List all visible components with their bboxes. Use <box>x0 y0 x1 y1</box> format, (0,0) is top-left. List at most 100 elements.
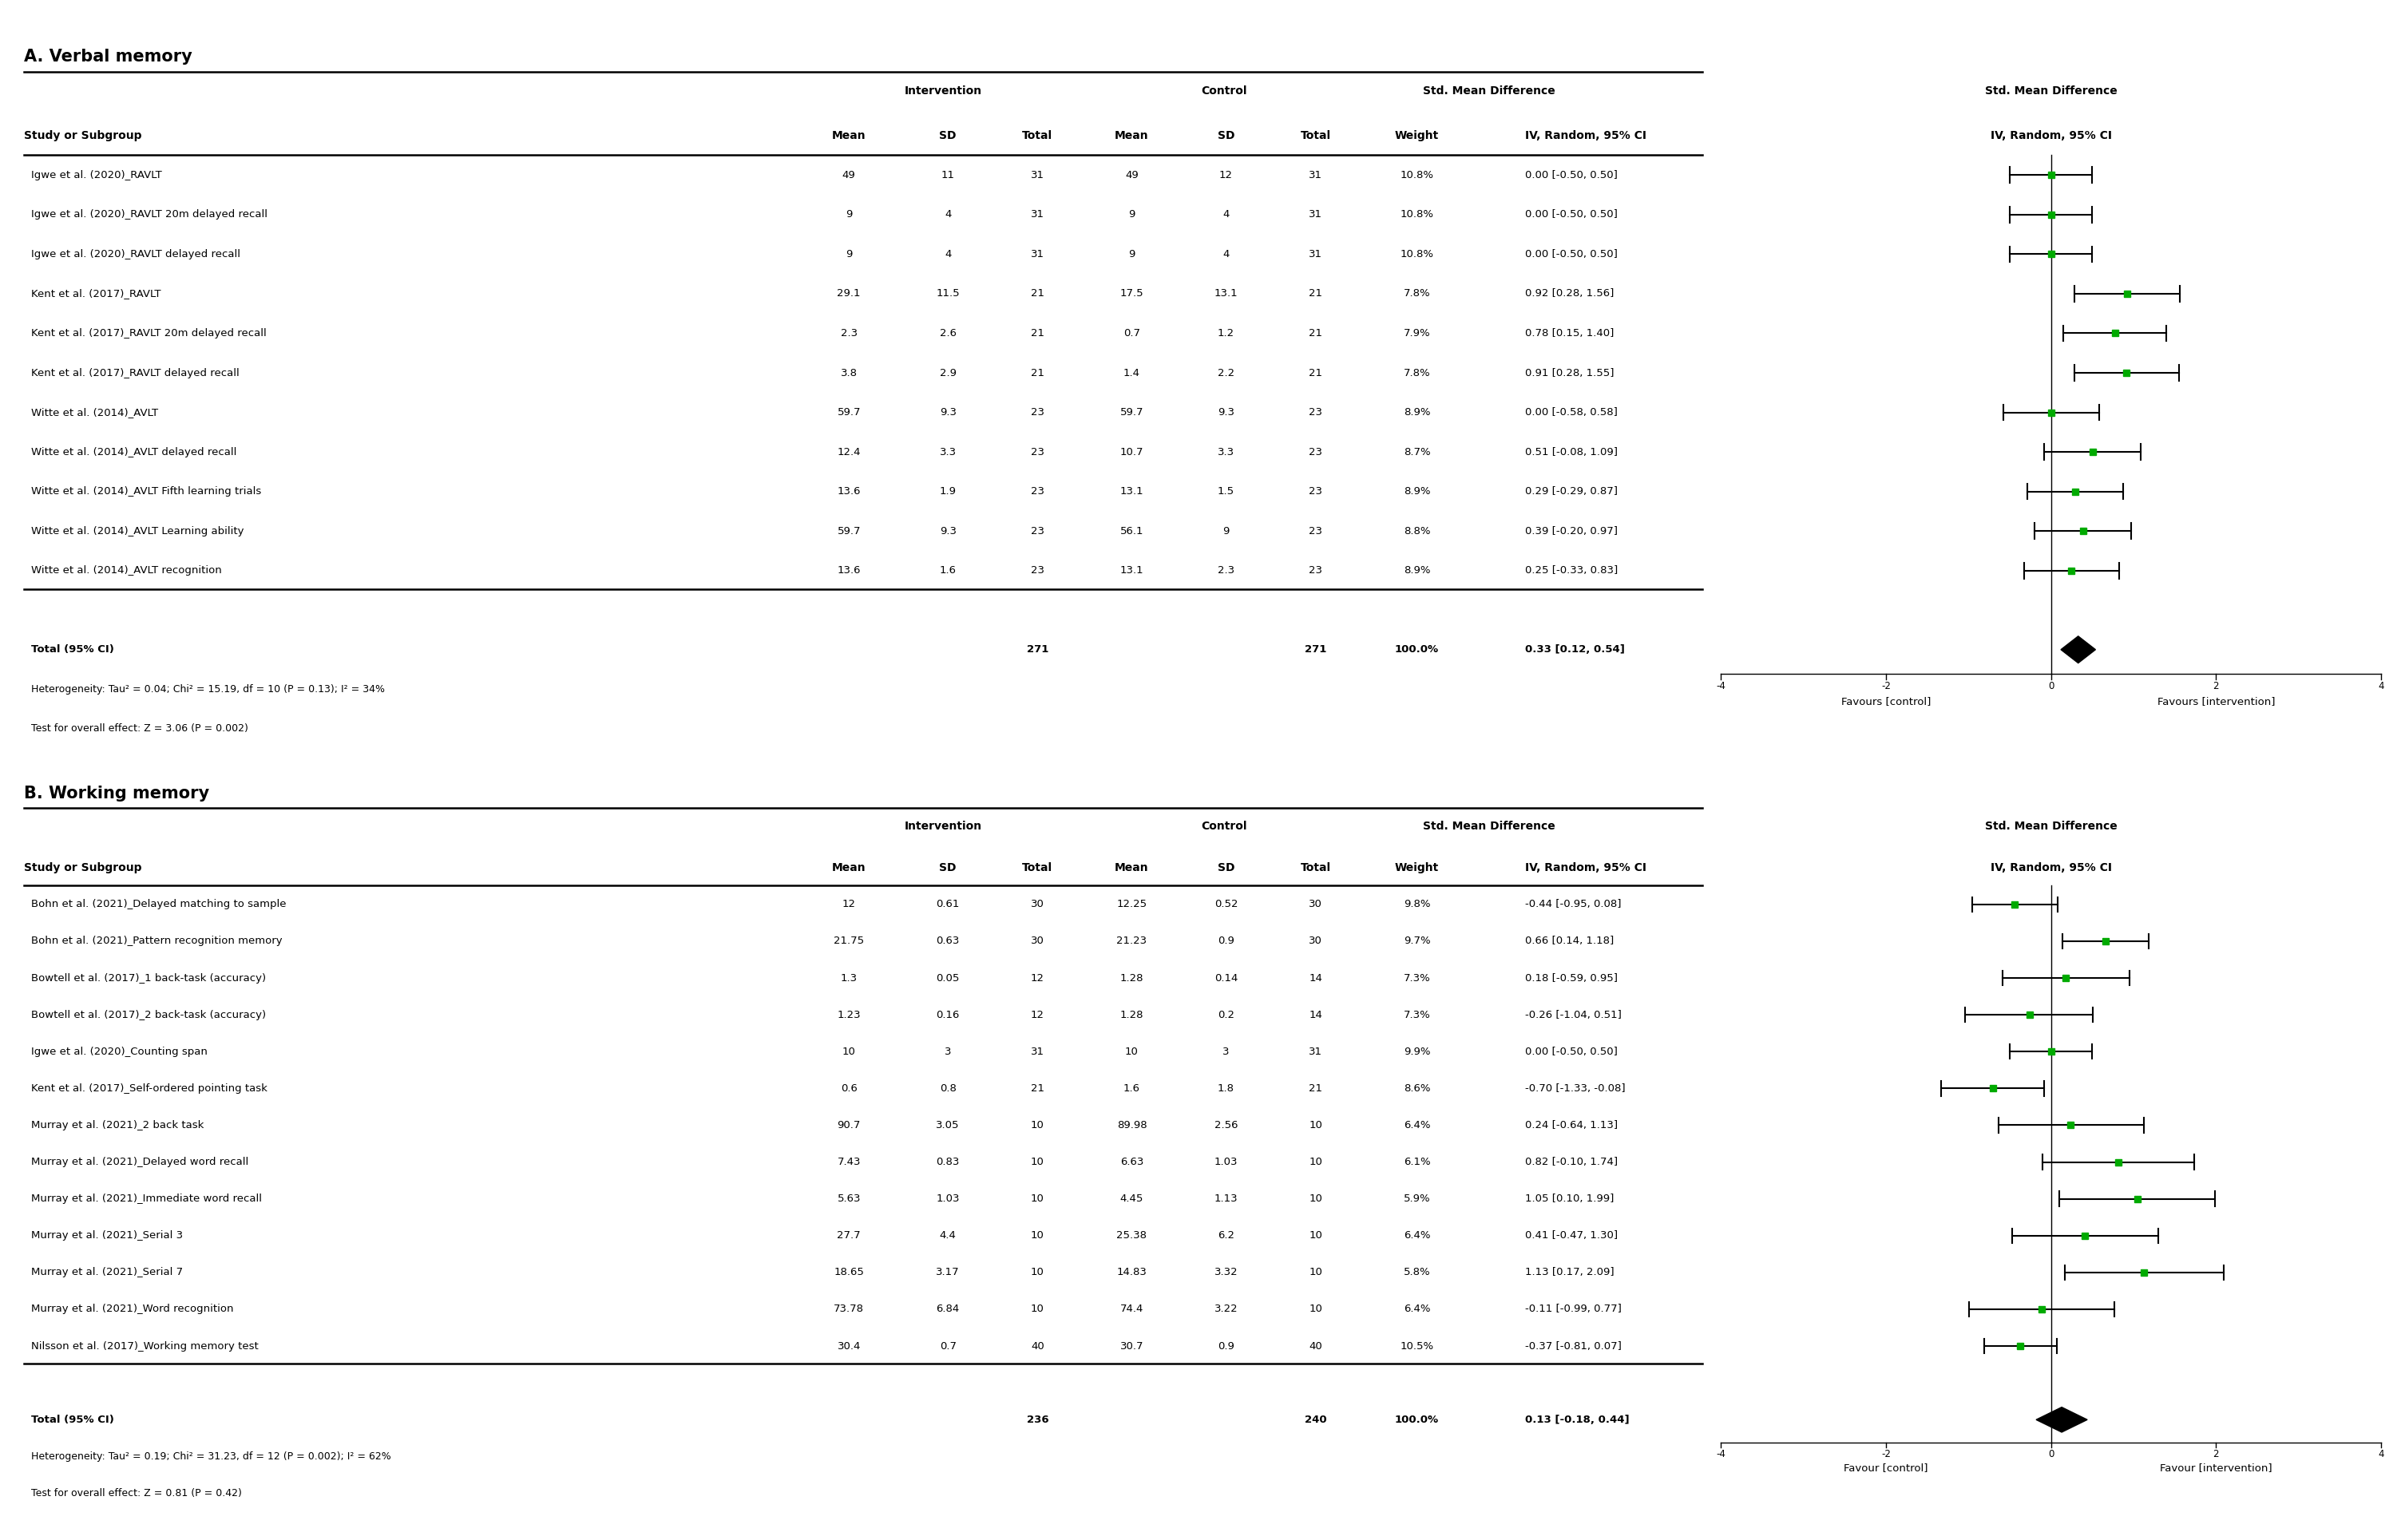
Text: Favour [intervention]: Favour [intervention] <box>2160 1463 2273 1474</box>
Text: 0.92 [0.28, 1.56]: 0.92 [0.28, 1.56] <box>1525 288 1614 299</box>
Text: 0.29 [-0.29, 0.87]: 0.29 [-0.29, 0.87] <box>1525 487 1619 496</box>
Text: Nilsson et al. (2017)_Working memory test: Nilsson et al. (2017)_Working memory tes… <box>31 1341 257 1351</box>
Text: 8.9%: 8.9% <box>1405 487 1431 496</box>
Text: Control: Control <box>1200 86 1246 97</box>
Text: 0.00 [-0.50, 0.50]: 0.00 [-0.50, 0.50] <box>1525 249 1619 259</box>
Text: 6.2: 6.2 <box>1217 1230 1234 1241</box>
Text: Bohn et al. (2021)_Delayed matching to sample: Bohn et al. (2021)_Delayed matching to s… <box>31 899 286 910</box>
Text: 271: 271 <box>1304 644 1328 655</box>
Text: 0.6: 0.6 <box>842 1083 856 1093</box>
Text: 0.2: 0.2 <box>1217 1010 1234 1019</box>
Text: 23: 23 <box>1032 565 1044 576</box>
Text: 0.24 [-0.64, 1.13]: 0.24 [-0.64, 1.13] <box>1525 1120 1619 1130</box>
Text: 0.61: 0.61 <box>936 899 960 910</box>
Text: Favours [intervention]: Favours [intervention] <box>2157 696 2275 707</box>
Text: 7.3%: 7.3% <box>1405 973 1431 983</box>
Text: Witte et al. (2014)_AVLT Fifth learning trials: Witte et al. (2014)_AVLT Fifth learning … <box>31 487 262 496</box>
Text: 10: 10 <box>1126 1046 1138 1056</box>
Text: 9: 9 <box>1222 525 1229 536</box>
Text: 1.2: 1.2 <box>1217 328 1234 339</box>
Text: 10: 10 <box>1308 1267 1323 1278</box>
Text: 31: 31 <box>1032 209 1044 220</box>
Text: 100.0%: 100.0% <box>1395 644 1438 655</box>
Text: 23: 23 <box>1032 487 1044 496</box>
Text: Witte et al. (2014)_AVLT: Witte et al. (2014)_AVLT <box>31 407 159 417</box>
Text: Mean: Mean <box>832 862 866 873</box>
Text: 23: 23 <box>1308 487 1323 496</box>
Text: 12: 12 <box>1032 1010 1044 1019</box>
Text: 1.5: 1.5 <box>1217 487 1234 496</box>
Text: 1.3: 1.3 <box>839 973 859 983</box>
Text: 0.33 [0.12, 0.54]: 0.33 [0.12, 0.54] <box>1525 644 1626 655</box>
Text: Favours [control]: Favours [control] <box>1842 696 1931 707</box>
Text: 0.41 [-0.47, 1.30]: 0.41 [-0.47, 1.30] <box>1525 1230 1619 1241</box>
Text: 0.78 [0.15, 1.40]: 0.78 [0.15, 1.40] <box>1525 328 1614 339</box>
Text: IV, Random, 95% CI: IV, Random, 95% CI <box>1525 862 1647 873</box>
Text: 21: 21 <box>1032 1083 1044 1093</box>
Text: 7.3%: 7.3% <box>1405 1010 1431 1019</box>
Text: 10.8%: 10.8% <box>1400 249 1433 259</box>
Text: -0.44 [-0.95, 0.08]: -0.44 [-0.95, 0.08] <box>1525 899 1621 910</box>
Text: 3.05: 3.05 <box>936 1120 960 1130</box>
Text: 12: 12 <box>1032 973 1044 983</box>
Text: -2: -2 <box>1881 681 1890 691</box>
Text: 9: 9 <box>1128 249 1135 259</box>
Text: -0.70 [-1.33, -0.08]: -0.70 [-1.33, -0.08] <box>1525 1083 1626 1093</box>
Text: 10.8%: 10.8% <box>1400 209 1433 220</box>
Text: 0.00 [-0.50, 0.50]: 0.00 [-0.50, 0.50] <box>1525 209 1619 220</box>
Text: 3.17: 3.17 <box>936 1267 960 1278</box>
Text: Murray et al. (2021)_2 back task: Murray et al. (2021)_2 back task <box>31 1120 204 1130</box>
Text: Heterogeneity: Tau² = 0.04; Chi² = 15.19, df = 10 (P = 0.13); I² = 34%: Heterogeneity: Tau² = 0.04; Chi² = 15.19… <box>31 684 385 695</box>
Text: 2.3: 2.3 <box>839 328 859 339</box>
Text: 3.3: 3.3 <box>1217 447 1234 457</box>
Text: 14.83: 14.83 <box>1116 1267 1147 1278</box>
Text: 0.63: 0.63 <box>936 936 960 947</box>
Text: 0.52: 0.52 <box>1215 899 1239 910</box>
Text: 6.84: 6.84 <box>936 1304 960 1315</box>
Text: 10.8%: 10.8% <box>1400 169 1433 180</box>
Text: 23: 23 <box>1308 565 1323 576</box>
Text: 2.9: 2.9 <box>940 368 957 377</box>
Text: 9.3: 9.3 <box>1217 407 1234 417</box>
Text: -4: -4 <box>1717 681 1727 691</box>
Text: 10: 10 <box>1032 1267 1044 1278</box>
Text: 1.13: 1.13 <box>1215 1194 1239 1204</box>
Text: 0: 0 <box>2049 681 2054 691</box>
Text: SD: SD <box>1217 129 1234 142</box>
Text: Witte et al. (2014)_AVLT recognition: Witte et al. (2014)_AVLT recognition <box>31 565 221 576</box>
Text: 0.9: 0.9 <box>1217 936 1234 947</box>
Text: 21: 21 <box>1032 288 1044 299</box>
Text: Bohn et al. (2021)_Pattern recognition memory: Bohn et al. (2021)_Pattern recognition m… <box>31 936 281 947</box>
Text: 4: 4 <box>945 249 952 259</box>
Text: 1.8: 1.8 <box>1217 1083 1234 1093</box>
Text: Bowtell et al. (2017)_1 back-task (accuracy): Bowtell et al. (2017)_1 back-task (accur… <box>31 973 267 983</box>
Text: 2.56: 2.56 <box>1215 1120 1239 1130</box>
Text: 0.9: 0.9 <box>1217 1341 1234 1351</box>
Text: 21.75: 21.75 <box>835 936 863 947</box>
Text: 40: 40 <box>1308 1341 1323 1351</box>
Text: Total (95% CI): Total (95% CI) <box>31 1415 113 1425</box>
Text: 1.6: 1.6 <box>1123 1083 1140 1093</box>
Text: 21.23: 21.23 <box>1116 936 1147 947</box>
Text: 2.6: 2.6 <box>940 328 957 339</box>
Text: 23: 23 <box>1032 525 1044 536</box>
Text: 13.6: 13.6 <box>837 565 861 576</box>
Text: 271: 271 <box>1027 644 1049 655</box>
Text: 30.4: 30.4 <box>837 1341 861 1351</box>
Text: 49: 49 <box>1126 169 1138 180</box>
Text: Test for overall effect: Z = 0.81 (P = 0.42): Test for overall effect: Z = 0.81 (P = 0… <box>31 1488 243 1498</box>
Text: Total (95% CI): Total (95% CI) <box>31 644 113 655</box>
Text: 59.7: 59.7 <box>837 407 861 417</box>
Text: Igwe et al. (2020)_RAVLT 20m delayed recall: Igwe et al. (2020)_RAVLT 20m delayed rec… <box>31 209 267 220</box>
Text: Witte et al. (2014)_AVLT Learning ability: Witte et al. (2014)_AVLT Learning abilit… <box>31 525 243 536</box>
Text: 0.14: 0.14 <box>1215 973 1239 983</box>
Text: 14: 14 <box>1308 973 1323 983</box>
Text: 240: 240 <box>1304 1415 1328 1425</box>
Text: Murray et al. (2021)_Serial 7: Murray et al. (2021)_Serial 7 <box>31 1267 183 1278</box>
Text: Intervention: Intervention <box>904 86 981 97</box>
Text: 10: 10 <box>1308 1230 1323 1241</box>
Text: 7.9%: 7.9% <box>1405 328 1431 339</box>
Text: 0.66 [0.14, 1.18]: 0.66 [0.14, 1.18] <box>1525 936 1614 947</box>
Text: 90.7: 90.7 <box>837 1120 861 1130</box>
Text: 9.3: 9.3 <box>940 525 957 536</box>
